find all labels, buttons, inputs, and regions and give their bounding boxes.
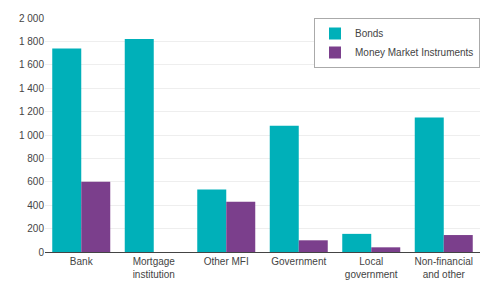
svg-text:200: 200: [27, 223, 44, 234]
svg-text:Non-financialand other: Non-financialand other: [415, 256, 473, 280]
svg-text:400: 400: [27, 200, 44, 211]
svg-text:Other MFI: Other MFI: [204, 256, 249, 267]
svg-text:1 400: 1 400: [19, 83, 44, 94]
svg-text:600: 600: [27, 176, 44, 187]
svg-text:Mortgageinstitution: Mortgageinstitution: [133, 256, 176, 280]
svg-text:Localgovernment: Localgovernment: [345, 256, 398, 280]
svg-text:Government: Government: [271, 256, 326, 267]
svg-text:1 000: 1 000: [19, 130, 44, 141]
svg-text:2 000: 2 000: [19, 13, 44, 24]
svg-text:1 200: 1 200: [19, 106, 44, 117]
svg-text:0: 0: [38, 247, 44, 258]
svg-text:Bonds: Bonds: [355, 28, 383, 39]
svg-text:Money Market Instruments: Money Market Instruments: [355, 47, 473, 58]
svg-text:1 800: 1 800: [19, 36, 44, 47]
svg-text:Bank: Bank: [70, 256, 94, 267]
svg-text:800: 800: [27, 153, 44, 164]
svg-text:1 600: 1 600: [19, 59, 44, 70]
